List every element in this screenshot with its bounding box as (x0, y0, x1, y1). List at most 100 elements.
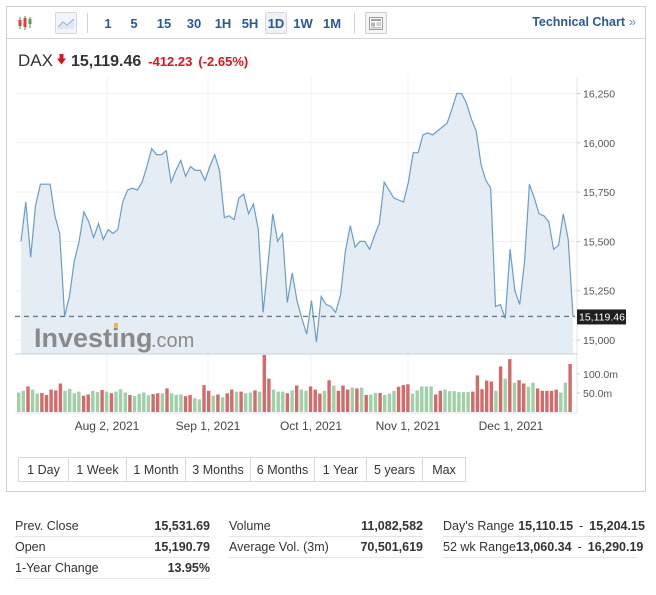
area-chart-icon (57, 18, 75, 29)
y-tick-label: 15,500 (583, 236, 615, 248)
y-tick-label: 16,250 (583, 89, 615, 101)
volume-bar (281, 391, 285, 412)
interval-30[interactable]: 30 (186, 15, 202, 31)
range-1-day[interactable]: 1 Day (19, 458, 69, 481)
price-area-fill (21, 93, 573, 354)
volume-bar (72, 393, 76, 412)
x-tick-label: Oct 1, 2021 (280, 419, 342, 433)
interval-1w[interactable]: 1W (293, 15, 313, 31)
range-5-years[interactable]: 5 years (367, 458, 423, 481)
y-tick-label: 16,000 (583, 138, 615, 150)
volume-bar (193, 398, 197, 412)
volume-bar (253, 390, 257, 412)
volume-bar (35, 393, 39, 412)
range-3-months[interactable]: 3 Months (186, 458, 251, 481)
stat-row: 52 wk Range 13,060.34-16,290.19 (443, 537, 643, 558)
price-change-percent: (-2.65%) (198, 54, 249, 69)
volume-bar (373, 392, 378, 412)
volume-bar (554, 389, 558, 412)
volume-bar (54, 390, 58, 412)
interval-1[interactable]: 1 (104, 15, 112, 31)
volume-bar (86, 394, 90, 412)
range-max[interactable]: Max (423, 458, 465, 481)
volume-bar (443, 389, 447, 412)
x-tick-label: Nov 1, 2021 (376, 419, 441, 433)
volume-bar (512, 382, 517, 412)
price-line (20, 92, 574, 343)
volume-bar (100, 390, 104, 412)
price-chart[interactable]: Investing.com 16,250 16,000 15,750 15,500 15,… (7, 7, 645, 447)
volume-bar (220, 397, 225, 412)
last-price: 15,119.46 (70, 53, 142, 70)
x-tick-label: Aug 2, 2021 (75, 419, 140, 433)
interval-5[interactable]: 5 (130, 15, 138, 31)
volume-bar (271, 389, 276, 412)
quote-header: DAX 15,119.46 -412.23 (-2.65%) (18, 51, 248, 71)
interval-1d[interactable]: 1D (265, 12, 287, 34)
interval-1h[interactable]: 1H (214, 15, 232, 31)
volume-bar (549, 390, 554, 412)
watermark-dot (114, 323, 118, 327)
interval-1m[interactable]: 1M (322, 15, 342, 31)
stat-value: 13.95% (167, 561, 210, 575)
volume-bar (568, 364, 572, 412)
range-1-month[interactable]: 1 Month (127, 458, 186, 481)
volume-bar (68, 388, 72, 412)
candlestick-chart-button[interactable] (16, 12, 38, 34)
toolbar-divider (87, 13, 88, 33)
stat-label: Prev. Close (15, 519, 79, 533)
volume-bar (248, 392, 253, 412)
range-1-week[interactable]: 1 Week (69, 458, 127, 481)
technical-chart-link[interactable]: Technical Chart» (532, 15, 636, 29)
volume-bar (118, 389, 123, 412)
volume-bar (304, 390, 308, 412)
chart-toolbar: 1 5 15 30 1H 5H 1D 1W 1M Technical Chart» (7, 7, 645, 39)
volume-bar (359, 387, 364, 412)
volume-bar (156, 393, 160, 412)
interval-5h[interactable]: 5H (241, 15, 259, 31)
price-change: -412.23 (148, 54, 193, 69)
volume-bar (559, 392, 563, 412)
volume-bar (230, 389, 234, 412)
volume-bar (58, 383, 63, 412)
volume-bar (197, 399, 202, 412)
volume-bar (318, 393, 322, 412)
volume-bar (21, 390, 25, 412)
range-1-year[interactable]: 1 Year (315, 458, 367, 481)
volume-bar (95, 392, 100, 412)
volume-bar (480, 389, 484, 412)
technical-chart-label: Technical Chart (532, 15, 626, 29)
interval-15[interactable]: 15 (156, 15, 172, 31)
volume-bar (174, 394, 178, 412)
volume-bar (109, 393, 114, 412)
volume-bar (211, 395, 215, 412)
volume-bar (401, 385, 405, 412)
volume-bar (415, 390, 419, 412)
volume-bar (267, 378, 271, 412)
stat-row: Open 15,190.79 (15, 537, 210, 558)
volume-bar (322, 390, 327, 412)
volume-bar (438, 390, 442, 412)
volume-bar (471, 391, 475, 412)
range-separator: - (577, 540, 582, 554)
volume-bar (151, 394, 155, 412)
volume-bar (336, 390, 341, 412)
volume-bar (332, 385, 336, 412)
volume-bar (91, 390, 95, 412)
range-6-months[interactable]: 6 Months (251, 458, 315, 481)
area-chart-button[interactable] (55, 12, 77, 34)
volume-bar (114, 391, 118, 412)
last-price-tag-label: 15,119.46 (579, 311, 625, 323)
volume-bar (406, 384, 410, 412)
volume-bar (466, 392, 470, 412)
stat-label: Day's Range (443, 519, 515, 533)
volume-tick-label: 100.0m (583, 369, 618, 381)
news-button[interactable] (365, 12, 387, 34)
volume-bar (17, 392, 21, 412)
volume-bar (257, 391, 262, 412)
stat-value: 11,082,582 (361, 519, 423, 533)
volume-bar (485, 380, 489, 412)
volume-bar (40, 392, 44, 412)
volume-bar (475, 375, 480, 412)
volume-bar (142, 392, 146, 412)
